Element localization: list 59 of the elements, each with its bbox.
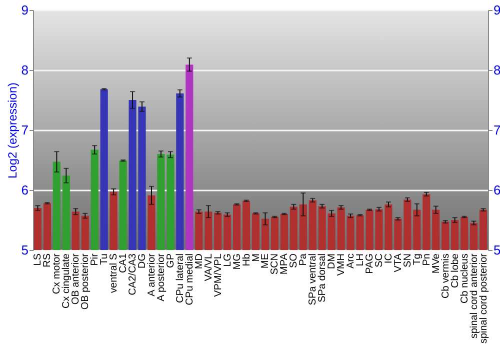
x-tick-label: spinal cord anterior — [468, 252, 480, 339]
x-tick-label: MPA — [279, 253, 290, 274]
x-tick-label: OB posterior — [80, 252, 92, 310]
x-tick-label: SC — [374, 254, 385, 268]
x-tick-label: VMH — [336, 254, 348, 276]
x-tick-label: GP — [165, 253, 176, 268]
x-tick-label: A anterior — [146, 252, 158, 296]
y-axis-title: Log2 (expression) — [5, 82, 20, 179]
x-tick-label: VTA — [392, 253, 404, 272]
x-tick-label: LS — [32, 253, 44, 266]
x-tick-label: ventral S — [108, 253, 120, 293]
x-tick-label: SPa ventral — [308, 254, 319, 306]
x-tick-label: Tu — [99, 254, 110, 265]
x-tick-label: M — [250, 254, 262, 262]
x-tick-label: MG — [232, 253, 243, 270]
x-tick-label: Cb vermis — [440, 254, 452, 299]
x-tick-label: LH — [355, 254, 366, 266]
x-tick-label: Tg — [412, 254, 423, 266]
x-tick-label: Pa — [298, 253, 310, 266]
y2-tick-label: 6 — [494, 182, 500, 198]
x-tick-label: SO — [288, 253, 300, 268]
x-tick-label: SCN — [270, 254, 281, 275]
y-tick-label: 7 — [21, 122, 28, 138]
x-tick-label: OB anterior — [70, 252, 82, 305]
y-tick-label: 6 — [21, 182, 28, 198]
y-tick-label: 9 — [21, 2, 28, 18]
x-tick-label: DG — [137, 253, 148, 268]
y-tick-label: 5 — [21, 242, 28, 258]
x-tick-label: Pn — [421, 254, 432, 266]
x-tick-label: Cx cingulate — [61, 253, 72, 309]
x-tick-label: Cb nucleus — [459, 254, 470, 304]
y-tick-label: 8 — [21, 62, 28, 78]
y2-tick-label: 5 — [494, 242, 500, 258]
x-tick-label: Cb lobe — [450, 253, 461, 288]
x-tick-label: MD — [194, 254, 205, 270]
x-tick-label: Hb — [241, 253, 252, 266]
x-tick-label: IC — [383, 254, 394, 264]
x-tick-label: Cx motor — [52, 252, 63, 294]
x-tick-label: DM — [326, 254, 338, 270]
x-tick-label: PAG — [364, 253, 376, 274]
x-tick-label: CA1 — [118, 253, 130, 273]
x-tick-label: LG — [222, 253, 234, 267]
x-tick-label: SN — [402, 254, 414, 268]
x-tick-label: VA/VL — [203, 253, 214, 282]
x-tick-label: CPu medial — [184, 254, 196, 306]
x-tick-label: ME — [260, 253, 272, 268]
x-tick-label: MVe — [430, 253, 442, 274]
y2-tick-label: 8 — [494, 62, 500, 78]
y2-tick-label: 9 — [494, 2, 500, 18]
x-tick-label: VPM/VPL — [212, 253, 224, 297]
x-tick-label: Arc — [346, 254, 357, 268]
x-tick-label: SPa dorsal — [317, 254, 328, 302]
x-tick-label: A posterior — [156, 252, 167, 302]
x-tick-label: Pir — [90, 252, 101, 266]
y2-tick-label: 7 — [494, 122, 500, 138]
x-tick-label: RS — [42, 253, 54, 268]
x-tick-label: spinal cord posterior — [478, 252, 490, 344]
x-tick-label: CPu lateral — [174, 254, 186, 303]
x-tick-label: CA2/CA3 — [128, 253, 139, 296]
